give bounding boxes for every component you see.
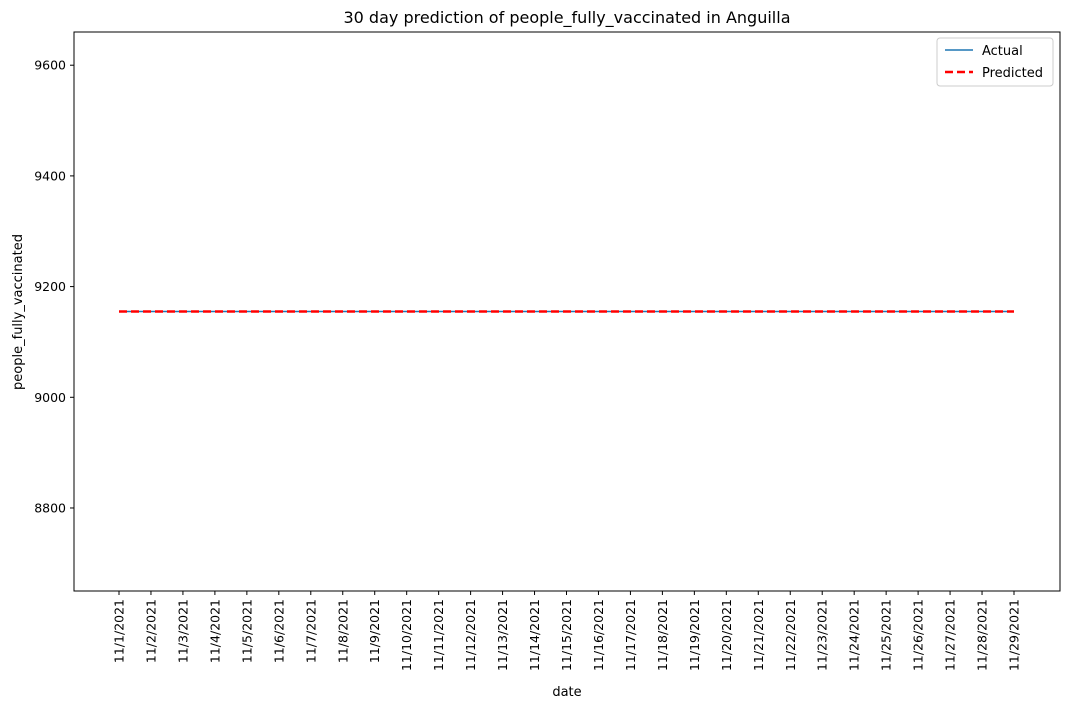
- x-tick-label: 11/10/2021: [399, 599, 414, 671]
- x-tick-label: 11/13/2021: [495, 599, 510, 671]
- x-tick-label: 11/8/2021: [335, 599, 350, 663]
- chart-title: 30 day prediction of people_fully_vaccin…: [343, 8, 790, 28]
- x-tick-label: 11/26/2021: [911, 599, 926, 671]
- x-axis-label: date: [552, 685, 581, 700]
- x-tick-label: 11/23/2021: [815, 599, 830, 671]
- x-tick-label: 11/7/2021: [303, 599, 318, 663]
- x-tick-label: 11/21/2021: [751, 599, 766, 671]
- x-tick-label: 11/24/2021: [847, 599, 862, 671]
- x-tick-label: 11/4/2021: [207, 599, 222, 663]
- x-tick-label: 11/5/2021: [239, 599, 254, 663]
- x-axis-ticks: 11/1/2021 11/2/2021 11/3/2021 11/4/2021 11/5…: [112, 591, 1022, 671]
- y-axis-ticks: 8800 9000 9200 9400 9600: [34, 58, 74, 515]
- x-tick-label: 11/28/2021: [975, 599, 990, 671]
- x-tick-label: 11/6/2021: [271, 599, 286, 663]
- x-tick-label: 11/14/2021: [527, 599, 542, 671]
- legend: Actual Predicted: [936, 37, 1054, 87]
- x-tick-label: 11/3/2021: [175, 599, 190, 663]
- x-tick-label: 11/1/2021: [112, 599, 127, 663]
- x-tick-label: 11/12/2021: [463, 599, 478, 671]
- x-tick-label: 11/19/2021: [687, 599, 702, 671]
- x-tick-label: 11/17/2021: [623, 599, 638, 671]
- y-tick-label: 9000: [34, 390, 66, 405]
- x-tick-label: 11/9/2021: [367, 599, 382, 663]
- y-axis-label: people_fully_vaccinated: [11, 234, 26, 390]
- x-tick-label: 11/18/2021: [655, 599, 670, 671]
- y-tick-label: 9400: [34, 168, 66, 183]
- x-tick-label: 11/25/2021: [879, 599, 894, 671]
- x-tick-label: 11/20/2021: [719, 599, 734, 671]
- y-tick-label: 9600: [34, 58, 66, 73]
- plot-frame: [73, 31, 1061, 592]
- x-tick-label: 11/2/2021: [143, 599, 158, 663]
- x-tick-label: 11/16/2021: [591, 599, 606, 671]
- y-tick-label: 8800: [34, 500, 66, 515]
- x-tick-label: 11/22/2021: [783, 599, 798, 671]
- x-tick-label: 11/27/2021: [943, 599, 958, 671]
- x-tick-label: 11/11/2021: [431, 599, 446, 671]
- y-tick-label: 9200: [34, 279, 66, 294]
- x-tick-label: 11/29/2021: [1007, 599, 1022, 671]
- legend-actual-label: Actual: [982, 44, 1023, 59]
- legend-predicted-label: Predicted: [982, 66, 1043, 81]
- x-tick-label: 11/15/2021: [559, 599, 574, 671]
